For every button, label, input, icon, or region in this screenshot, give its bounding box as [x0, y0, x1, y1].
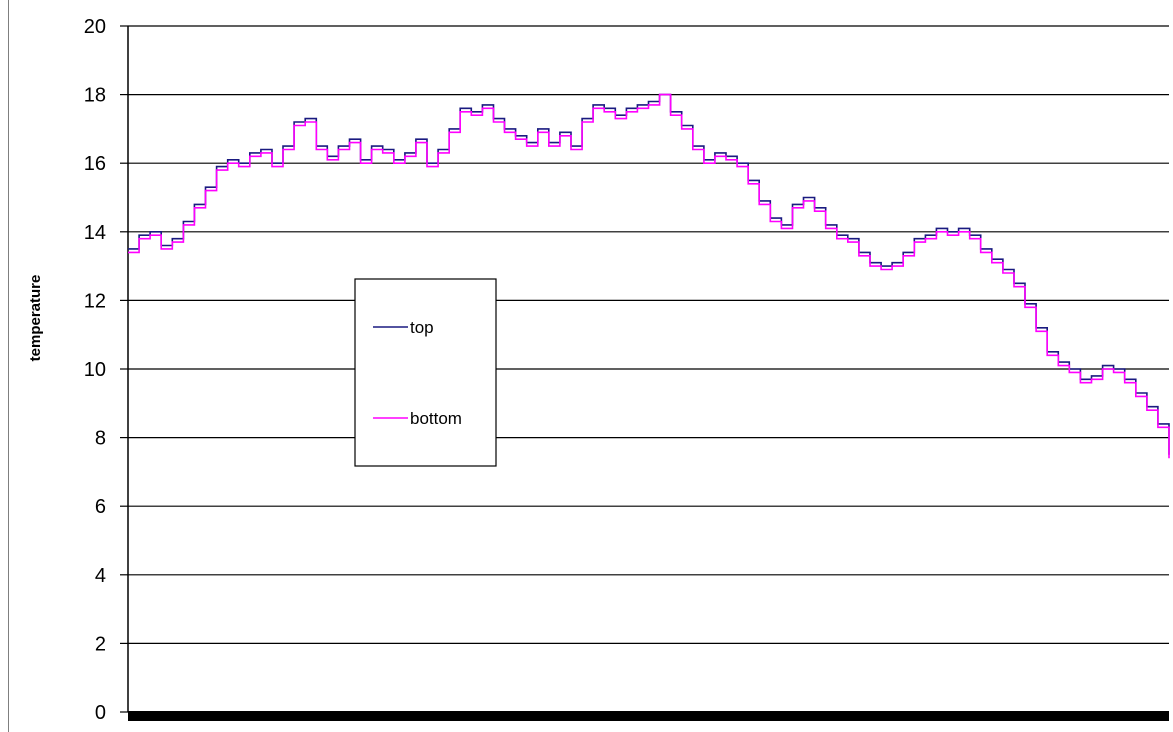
x-axis: [128, 711, 1169, 721]
y-tick-label-12: 12: [84, 290, 106, 312]
y-tick-label-20: 20: [84, 16, 106, 38]
y-axis-label: temperature: [27, 275, 44, 362]
y-tick-label-16: 16: [84, 153, 106, 175]
y-tick-label-2: 2: [95, 633, 106, 655]
series-line-bottom: [128, 93, 1170, 459]
y-tick-label-8: 8: [95, 428, 106, 450]
y-tick-labels: 0 2 4 6 8 10 12 14 16 18 20: [84, 16, 106, 724]
legend-box: [354, 278, 497, 467]
y-tick-label-14: 14: [84, 222, 106, 244]
y-tick-label-0: 0: [95, 702, 106, 724]
series-lines: [128, 93, 1170, 459]
legend-label-top: top: [410, 318, 434, 337]
y-tick-label-10: 10: [84, 359, 106, 381]
grid-lines: [120, 25, 1169, 713]
series-line-top: [128, 93, 1170, 455]
y-tick-label-6: 6: [95, 496, 106, 518]
left-border: [8, 0, 9, 732]
legend-label-bottom: bottom: [410, 409, 462, 428]
y-tick-label-4: 4: [95, 565, 106, 587]
y-tick-label-18: 18: [84, 85, 106, 107]
legend: top bottom: [354, 278, 497, 467]
